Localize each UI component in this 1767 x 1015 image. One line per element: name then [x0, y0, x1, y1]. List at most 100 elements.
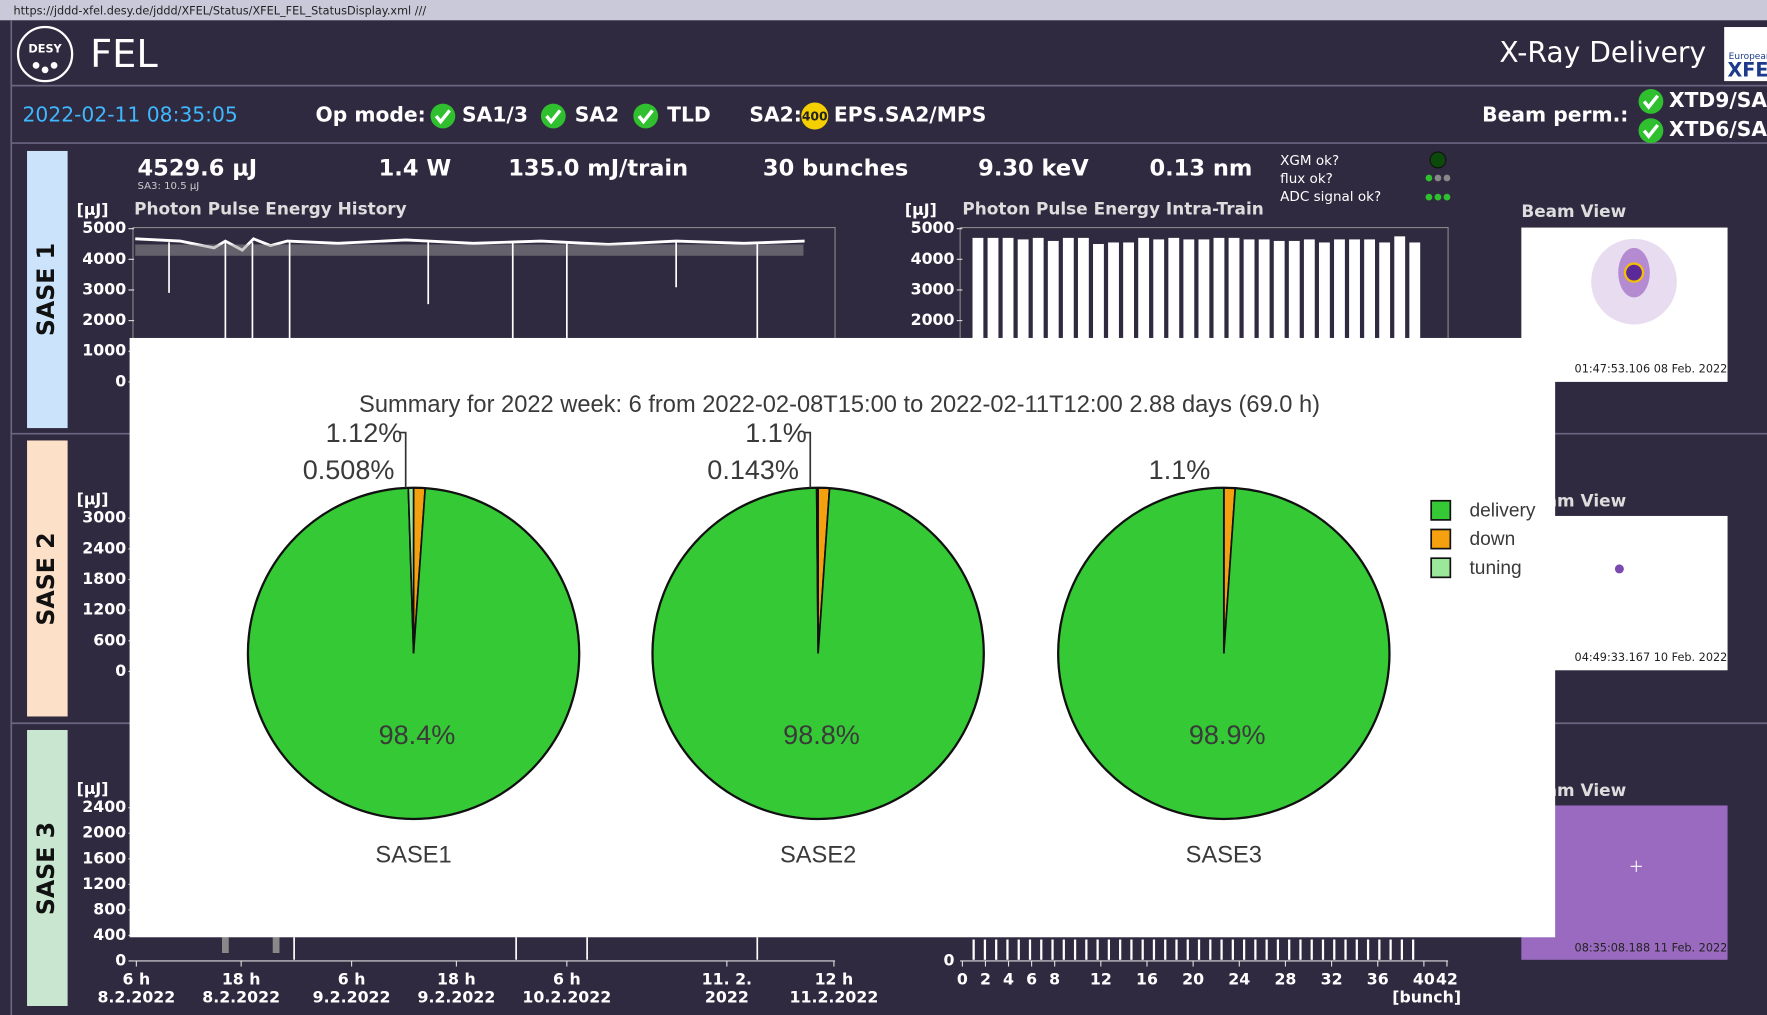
bar: [1062, 237, 1074, 382]
y-tick-label: 0: [115, 661, 126, 680]
eps-badge-circle: [801, 102, 829, 130]
op-mode: TLD: [667, 103, 711, 127]
pie-outline: [1057, 486, 1391, 821]
y-tick-label: 2400: [82, 538, 126, 557]
y-tick-label: 5000: [911, 218, 955, 237]
wavelength: 0.13 nm: [1149, 155, 1252, 181]
bar: [1108, 242, 1119, 382]
url-bar: [0, 0, 1767, 21]
beam-view-image: [1521, 515, 1728, 671]
slice-label: 1.1%: [1149, 455, 1211, 485]
x-tick-label: 8: [1049, 970, 1060, 989]
beam-cross: [1630, 860, 1642, 872]
bar: [1379, 242, 1391, 382]
bar: [1047, 240, 1059, 382]
y-tick-label: 1000: [82, 341, 126, 360]
pulse-energy: 4529.6 µJ: [137, 155, 257, 181]
x-tick-label: 42: [1436, 970, 1458, 989]
bar: [1409, 242, 1421, 382]
check-icon: [430, 103, 456, 129]
y-tick-label: 2000: [82, 310, 126, 329]
bar: [1243, 239, 1255, 382]
op-mode: SA1/3: [462, 103, 528, 127]
x-tick-label: 12: [1090, 970, 1112, 989]
eps-prefix: SA2:: [749, 103, 802, 127]
bar: [1213, 237, 1225, 382]
status-leds: [1425, 174, 1451, 201]
bar: [1183, 239, 1195, 382]
slice-label: 98.8%: [783, 720, 860, 750]
x-tick-label: 6 h: [553, 970, 581, 989]
sa3-energy: SA3: 10.5 µJ: [137, 181, 199, 192]
brand: XFEL: [1728, 58, 1767, 81]
slice-label: 98.9%: [1189, 720, 1266, 750]
y-tick-label: 0: [115, 371, 126, 390]
legend-label: tuning: [1469, 558, 1521, 579]
x-tick-label: 8.2.2022: [97, 988, 175, 1007]
y-tick-label: 2400: [82, 797, 126, 816]
legend-swatch: [1430, 499, 1452, 521]
x-axis-label: [bunch]: [1392, 988, 1461, 1007]
check-label: flux ok?: [1280, 171, 1333, 187]
slice-label: 0.508%: [303, 455, 395, 485]
y-tick-label: 3000: [911, 279, 955, 298]
x-tick-label: 9.2.2022: [417, 988, 495, 1007]
x-tick-label: 18 h: [437, 970, 476, 989]
bar: [1334, 239, 1345, 382]
bar: [1303, 239, 1315, 382]
bar: [1273, 240, 1285, 382]
leader-line: [400, 431, 407, 488]
bar: [1288, 240, 1300, 382]
x-tick-label: 6 h: [123, 970, 151, 989]
eps-text: EPS.SA2/MPS: [834, 103, 986, 127]
x-tick-label: 9.2.2022: [313, 988, 391, 1007]
power: 1.4 W: [379, 155, 452, 181]
x-tick-label: 6: [1026, 970, 1037, 989]
header-right-title: X-Ray Delivery: [1499, 36, 1706, 69]
y-tick-label: 4000: [82, 249, 126, 268]
x-tick-label: 32: [1321, 970, 1343, 989]
leader-line: [804, 431, 812, 488]
logo-ring: [16, 25, 74, 83]
x-tick-label: 16: [1136, 970, 1158, 989]
axis-unit: [µJ]: [77, 200, 109, 219]
beam-perm-label: Beam perm.:: [1482, 103, 1628, 127]
y-tick-label: 0: [944, 950, 955, 969]
y-tick-label: 3000: [82, 279, 126, 298]
x-tick-label: 10.2.2022: [522, 988, 611, 1007]
x-tick-label: 40: [1413, 970, 1435, 989]
chart-title: Photon Pulse Energy Intra-Train: [962, 199, 1263, 219]
bar: [1318, 242, 1330, 382]
x-tick-label: 11.2.2022: [790, 988, 879, 1007]
legend-swatch: [1430, 528, 1452, 550]
x-tick-label: 8.2.2022: [202, 988, 280, 1007]
bar: [1198, 239, 1210, 382]
chart-title: Summary for 2022 week: 6 from 2022-02-08…: [359, 392, 1320, 418]
brand-top: European: [1729, 52, 1767, 62]
op-mode: SA2: [575, 103, 619, 127]
sase-label-box: [27, 150, 68, 429]
bar: [972, 237, 984, 382]
beam-spot: [1623, 262, 1645, 283]
photon-energy: 9.30 keV: [978, 155, 1089, 181]
x-tick-label: 4: [1003, 970, 1014, 989]
bar: [1077, 237, 1089, 382]
bar: [1138, 237, 1150, 382]
bar: [1032, 237, 1044, 382]
x-tick-label: 12 h: [815, 970, 854, 989]
sase-label-box: [27, 440, 68, 717]
sase-label: SASE 1: [32, 243, 60, 336]
bar: [1228, 237, 1240, 382]
y-tick-label: 0: [115, 950, 126, 969]
y-tick-label: 4000: [911, 249, 955, 268]
logo-text: DESY: [28, 43, 62, 56]
beam-view-image: [1521, 805, 1728, 960]
summary-overlay: Summary for 2022 week: 6 from 2022-02-08…: [129, 337, 1556, 938]
pie-outline: [651, 486, 985, 821]
pie-outline: [246, 486, 581, 821]
bar: [1258, 239, 1270, 382]
status-led: [1429, 151, 1447, 169]
